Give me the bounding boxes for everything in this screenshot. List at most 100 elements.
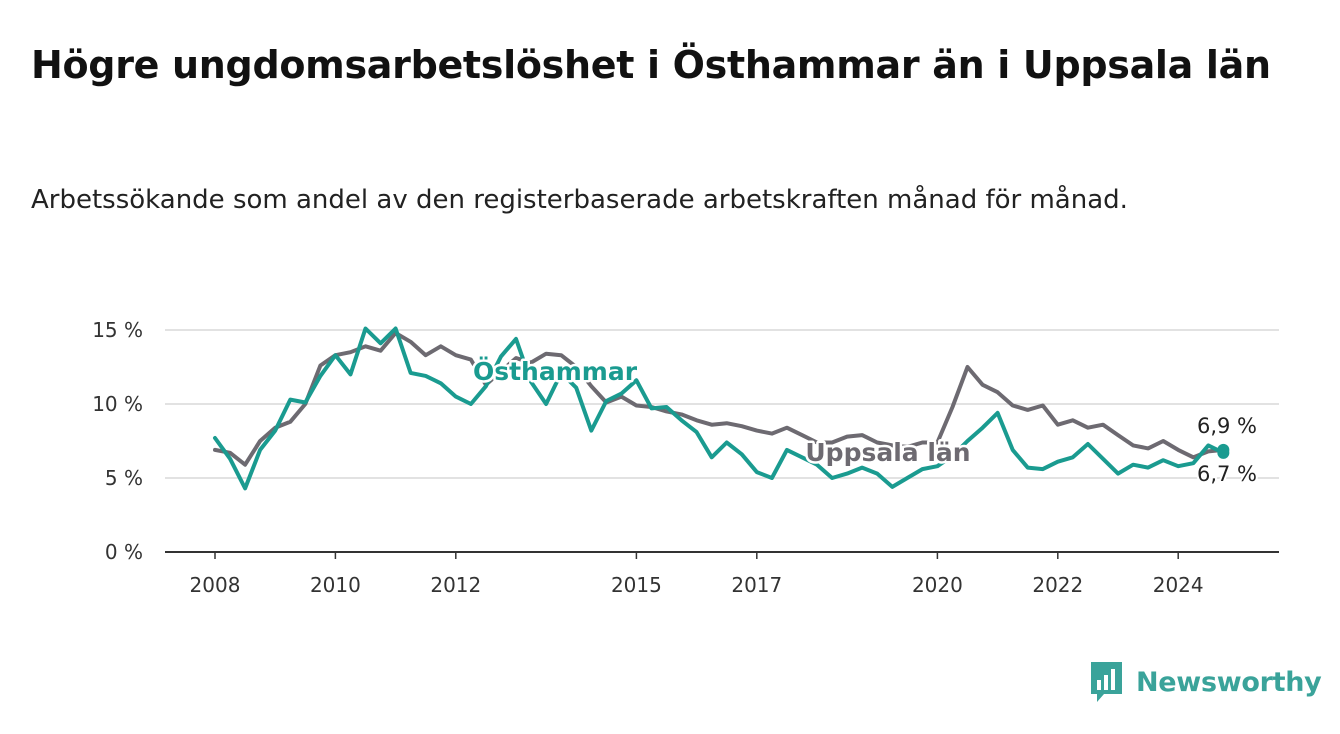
x-tick-label: 2024	[1153, 573, 1204, 597]
data-point	[560, 354, 563, 357]
data-point	[1116, 472, 1120, 475]
data-point	[695, 419, 698, 422]
data-point	[1071, 419, 1075, 422]
data-point	[514, 356, 518, 360]
data-point	[364, 345, 367, 348]
data-point	[575, 365, 578, 369]
data-point	[409, 340, 412, 343]
data-point	[891, 444, 894, 447]
data-point	[499, 355, 503, 358]
data-point	[936, 465, 939, 468]
data-point	[1026, 466, 1029, 469]
x-tick-label: 2017	[731, 573, 782, 597]
data-point	[951, 405, 954, 409]
data-point	[484, 385, 488, 388]
y-tick-label: 15 %	[92, 318, 143, 342]
data-point	[605, 399, 608, 403]
data-point	[740, 425, 743, 428]
data-point	[289, 398, 292, 401]
data-point	[394, 327, 397, 330]
data-point	[1101, 457, 1105, 460]
data-point	[1101, 423, 1105, 426]
data-point	[454, 354, 457, 357]
data-point	[695, 430, 698, 434]
end-marker	[1217, 446, 1230, 459]
data-point	[710, 456, 713, 459]
data-point	[665, 410, 668, 413]
data-point	[529, 380, 533, 383]
data-point	[379, 349, 382, 352]
x-tick-label: 2015	[611, 573, 662, 597]
data-point	[544, 352, 548, 355]
data-point	[936, 441, 939, 444]
data-point	[439, 345, 442, 348]
data-point	[981, 383, 984, 386]
data-point	[304, 401, 307, 404]
data-point	[1056, 423, 1060, 426]
data-point	[1056, 460, 1060, 463]
data-point	[439, 382, 442, 385]
data-point	[1177, 448, 1180, 452]
data-point	[830, 476, 834, 480]
uppsala-lan-label: Uppsala län	[805, 438, 970, 467]
data-point	[1192, 456, 1195, 459]
data-point	[1131, 463, 1135, 466]
data-point	[921, 441, 924, 444]
data-point	[845, 472, 849, 475]
data-point	[469, 402, 473, 406]
chart-subtitle: Arbetssökande som andel av den registerb…	[31, 185, 1128, 215]
data-point	[228, 451, 232, 454]
osthammar-line	[213, 326, 1226, 491]
x-tick-label: 2020	[912, 573, 963, 597]
brand-name: Newsworthy	[1136, 666, 1322, 698]
data-point	[529, 361, 533, 364]
data-point	[1192, 462, 1195, 465]
data-point	[228, 457, 232, 460]
bar-chart-icon	[1091, 662, 1122, 702]
data-point	[544, 402, 548, 406]
data-point	[258, 439, 262, 443]
data-point	[213, 448, 217, 452]
data-point	[424, 354, 427, 357]
data-point	[845, 435, 849, 438]
data-point	[996, 391, 999, 394]
data-point	[1177, 465, 1180, 468]
data-point	[710, 423, 713, 426]
data-point	[800, 456, 804, 459]
data-point	[424, 374, 427, 378]
data-point	[785, 426, 789, 429]
data-point	[499, 370, 503, 373]
data-point	[243, 463, 247, 466]
data-point	[665, 405, 668, 409]
data-point	[514, 337, 518, 341]
end-value-label: 6,7 %	[1197, 462, 1257, 486]
data-point	[319, 374, 322, 378]
data-point	[620, 392, 623, 395]
data-point	[996, 411, 999, 415]
data-point	[650, 407, 653, 410]
data-point	[755, 470, 758, 474]
data-point	[860, 433, 864, 437]
data-point	[1086, 426, 1090, 429]
data-point	[1011, 404, 1014, 407]
data-point	[755, 429, 758, 432]
data-point	[635, 379, 638, 382]
data-point	[785, 448, 789, 452]
x-tick-label: 2012	[430, 573, 481, 597]
data-point	[770, 476, 774, 480]
data-point	[1207, 444, 1210, 447]
brand-logo-block: Newsworthy	[1089, 660, 1322, 704]
data-point	[891, 485, 894, 489]
data-point	[860, 466, 864, 469]
data-point	[830, 441, 834, 444]
data-point	[1116, 433, 1120, 437]
data-point	[906, 476, 909, 480]
end-value-label: 6,9 %	[1197, 414, 1257, 438]
data-point	[635, 404, 638, 407]
data-point	[680, 413, 683, 416]
data-point	[981, 426, 984, 429]
data-point	[1041, 467, 1045, 471]
data-point	[213, 436, 217, 440]
data-point	[876, 441, 879, 444]
